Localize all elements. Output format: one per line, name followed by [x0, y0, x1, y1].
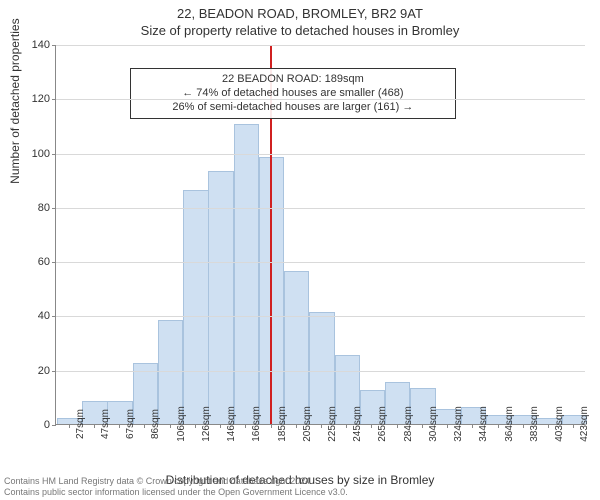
ytick-label: 80 — [38, 202, 56, 214]
gridline — [56, 99, 585, 100]
gridline — [56, 262, 585, 263]
ytick-label: 100 — [32, 148, 56, 160]
xtick-label: 166sqm — [245, 406, 262, 442]
xtick-label: 423sqm — [573, 406, 590, 442]
xtick-label: 364sqm — [498, 406, 515, 442]
ytick-label: 120 — [32, 93, 56, 105]
gridline — [56, 208, 585, 209]
gridline — [56, 371, 585, 372]
xtick-label: 185sqm — [271, 406, 288, 442]
ytick-label: 20 — [38, 365, 56, 377]
xtick-label: 284sqm — [397, 406, 414, 442]
xtick-label: 225sqm — [321, 406, 338, 442]
xtick-label: 146sqm — [220, 406, 237, 442]
xtick-label: 403sqm — [548, 406, 565, 442]
xtick-label: 344sqm — [472, 406, 489, 442]
gridline — [56, 45, 585, 46]
xtick-label: 383sqm — [523, 406, 540, 442]
xtick-label: 27sqm — [69, 409, 86, 439]
callout-line-3: 26% of semi-detached houses are larger (… — [139, 100, 446, 114]
address-title: 22, BEADON ROAD, BROMLEY, BR2 9AT — [0, 0, 600, 21]
xtick-label: 126sqm — [195, 406, 212, 442]
bar — [259, 157, 284, 424]
y-axis-label: Number of detached properties — [8, 18, 22, 183]
xtick-label: 86sqm — [144, 409, 161, 439]
callout-line-2: ← 74% of detached houses are smaller (46… — [139, 86, 446, 100]
chart-subtitle: Size of property relative to detached ho… — [0, 21, 600, 38]
footer-line-2: Contains public sector information licen… — [4, 487, 348, 498]
bar — [234, 124, 259, 424]
footer-line-1: Contains HM Land Registry data © Crown c… — [4, 476, 348, 487]
xtick-label: 67sqm — [119, 409, 136, 439]
attribution-footer: Contains HM Land Registry data © Crown c… — [4, 476, 348, 498]
xtick-label: 106sqm — [170, 406, 187, 442]
xtick-label: 205sqm — [296, 406, 313, 442]
xtick-label: 324sqm — [447, 406, 464, 442]
xtick-label: 304sqm — [422, 406, 439, 442]
xtick-label: 47sqm — [94, 409, 111, 439]
ytick-label: 0 — [44, 419, 56, 431]
bar — [284, 271, 309, 424]
ytick-label: 140 — [32, 39, 56, 51]
xtick-label: 245sqm — [346, 406, 363, 442]
ytick-label: 60 — [38, 256, 56, 268]
chart-area: 22 BEADON ROAD: 189sqm ← 74% of detached… — [55, 45, 585, 425]
bar — [183, 190, 208, 424]
plot-area: 22 BEADON ROAD: 189sqm ← 74% of detached… — [55, 45, 585, 425]
callout-line-1: 22 BEADON ROAD: 189sqm — [139, 72, 446, 86]
callout-box: 22 BEADON ROAD: 189sqm ← 74% of detached… — [130, 68, 455, 119]
gridline — [56, 154, 585, 155]
gridline — [56, 316, 585, 317]
ytick-label: 40 — [38, 310, 56, 322]
xtick-label: 265sqm — [371, 406, 388, 442]
